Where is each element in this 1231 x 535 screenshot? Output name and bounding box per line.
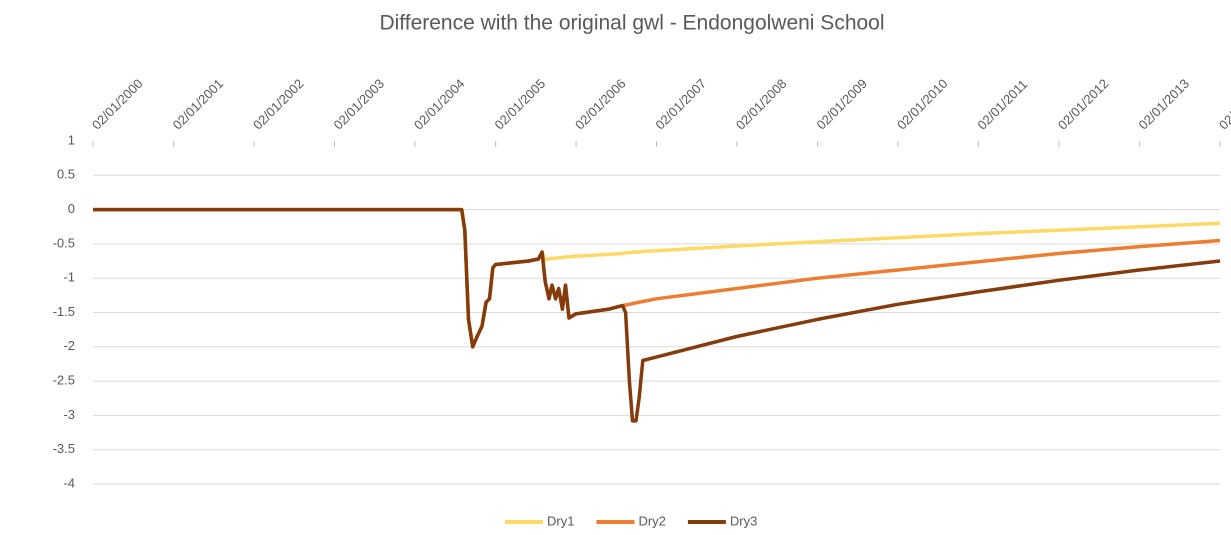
series-line <box>93 207 1221 423</box>
y-tick-label: 0 <box>68 201 75 216</box>
x-tick-label: 02/01/2012 <box>1055 76 1112 133</box>
x-tick-label: 02/01/2001 <box>170 76 227 133</box>
legend-label: Dry1 <box>547 513 574 528</box>
y-tick-label: 0.5 <box>57 167 75 182</box>
x-tick-label: 02/01/2008 <box>733 76 790 133</box>
y-tick-label: 1 <box>68 132 75 147</box>
x-tick-label: 02/01/2006 <box>572 76 629 133</box>
x-tick-label: 02/01/2000 <box>89 76 146 133</box>
legend-label: Dry2 <box>638 513 665 528</box>
y-tick-label: -3 <box>63 407 75 422</box>
x-tick-label: 02/01/2010 <box>894 76 951 133</box>
y-tick-label: -4 <box>63 475 75 490</box>
x-tick-label: 02/01/2005 <box>492 76 549 133</box>
legend-label: Dry3 <box>730 513 757 528</box>
y-tick-label: -1.5 <box>53 304 75 319</box>
x-tick-label: 02/01/2007 <box>652 76 709 133</box>
x-tick-label: 02/01/2003 <box>330 76 387 133</box>
y-tick-label: -0.5 <box>53 235 75 250</box>
y-tick-label: -3.5 <box>53 441 75 456</box>
x-tick-label: 02/01/2009 <box>814 76 871 133</box>
x-tick-label: 02/01/2004 <box>411 76 468 133</box>
y-tick-label: -2 <box>63 338 75 353</box>
x-tick-label: 02/01/2011 <box>974 77 1030 133</box>
x-tick-label: 02/01/2014 <box>1216 76 1231 133</box>
chart-title: Difference with the original gwl - Endon… <box>379 12 884 35</box>
x-tick-label: 02/01/2013 <box>1136 76 1193 133</box>
x-tick-label: 02/01/2002 <box>250 76 307 133</box>
y-tick-label: -2.5 <box>53 373 75 388</box>
y-tick-label: -1 <box>63 270 75 285</box>
